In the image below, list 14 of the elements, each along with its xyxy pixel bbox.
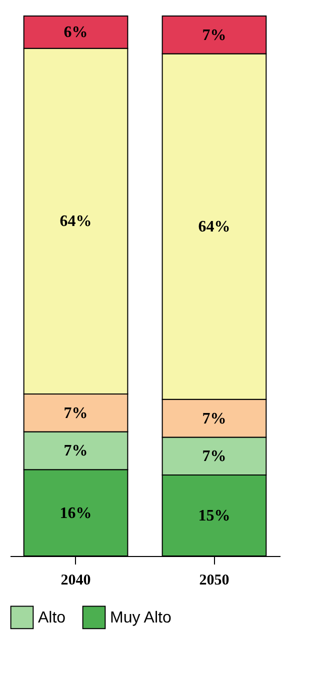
- data-label: 7%: [202, 410, 226, 428]
- data-label: 7%: [64, 442, 88, 460]
- data-label: 64%: [60, 213, 92, 230]
- data-label: 16%: [60, 504, 92, 522]
- data-label: 64%: [198, 218, 230, 236]
- data-label: 7%: [202, 26, 226, 44]
- x-tick-label: 2050: [199, 572, 230, 588]
- x-tick-label: 2040: [60, 572, 91, 588]
- data-label: 7%: [64, 404, 88, 422]
- data-label: 15%: [198, 508, 230, 524]
- data-label: 7%: [202, 448, 226, 466]
- legend-label: Muy Alto: [110, 609, 172, 626]
- data-label: 6%: [64, 24, 88, 42]
- legend-label: Alto: [38, 609, 66, 626]
